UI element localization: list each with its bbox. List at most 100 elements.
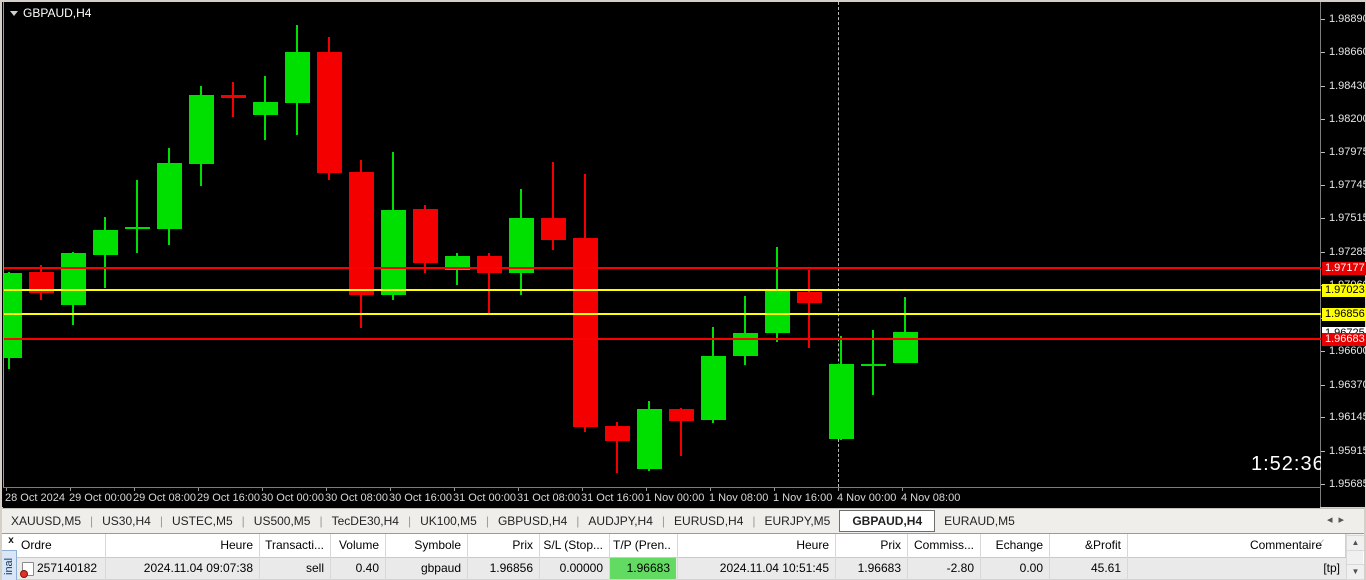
column-divider	[1127, 534, 1128, 580]
chart-tab-eurjpy-m5[interactable]: EURJPY,M5	[764, 514, 831, 528]
time-tick-label: 1 Nov 00:00	[645, 492, 705, 504]
chart-plot-area[interactable]: GBPAUD,H4 1:52:36	[3, 2, 1321, 487]
price-tick-mark	[1321, 351, 1325, 353]
column-header-4[interactable]: Symbole	[414, 538, 461, 552]
candle-wick	[872, 330, 874, 395]
chart-tab-us30-h4[interactable]: US30,H4	[102, 514, 151, 528]
column-header-ordre[interactable]: Ordre	[21, 538, 52, 552]
column-header-6[interactable]: S/L (Stop...	[543, 538, 603, 552]
chart-tab-tecde30-h4[interactable]: TecDE30,H4	[331, 514, 399, 528]
tab-separator: |	[90, 514, 94, 528]
price-axis: 1.98890 1.98660 1.98430 1.98200 1.97975 1.977…	[1320, 2, 1366, 507]
column-header-12[interactable]: &Profit	[1084, 538, 1121, 552]
time-axis: 28 Oct 2024 29 Oct 00:00 29 Oct 08:00 29 Oc…	[3, 487, 1320, 508]
column-header-11[interactable]: Echange	[995, 538, 1043, 552]
order-cell-4: gbpaud	[420, 561, 461, 575]
terminal-vertical-tab[interactable]: inal	[2, 550, 17, 580]
column-header-9[interactable]: Prix	[880, 538, 901, 552]
time-tick-label: 31 Oct 00:00	[453, 492, 516, 504]
price-tick-mark	[1321, 151, 1325, 153]
tab-separator: |	[241, 514, 245, 528]
scroll-up-icon[interactable]: ▲	[1346, 535, 1364, 551]
column-header-7[interactable]: T/P (Pren...	[613, 538, 671, 552]
horizontal-level-line[interactable]	[4, 288, 1321, 291]
order-cell-1: 2024.11.04 09:07:38	[143, 561, 253, 575]
level-price-label: 1.96856	[1322, 308, 1366, 322]
time-tick-label: 30 Oct 16:00	[389, 492, 452, 504]
tab-separator: |	[576, 514, 580, 528]
column-header-3[interactable]: Volume	[338, 538, 379, 552]
candle	[381, 210, 406, 295]
order-cell-3: 0.40	[355, 561, 379, 575]
sort-icon[interactable]: ⟋	[1317, 539, 1324, 550]
level-price-label: 1.96683	[1322, 333, 1366, 347]
price-tick-mark	[1321, 185, 1325, 187]
candle	[797, 292, 822, 304]
price-tick-label: 1.97975	[1329, 145, 1366, 158]
price-tick-mark	[1321, 19, 1325, 20]
candle-wick	[232, 82, 234, 118]
candle	[637, 408, 662, 469]
candle-wick	[680, 407, 682, 456]
chart-tab-audjpy-h4[interactable]: AUDJPY,H4	[588, 514, 653, 528]
order-row[interactable]	[17, 558, 1346, 579]
chart-tab-uk100-m5[interactable]: UK100,M5	[420, 514, 477, 528]
candle	[253, 102, 278, 116]
time-tick-mark	[582, 488, 583, 491]
price-tick-mark	[1321, 417, 1325, 419]
order-cell-5: 1.96856	[489, 561, 533, 575]
price-tick-label: 1.95915	[1329, 444, 1366, 457]
candle	[861, 364, 886, 367]
column-header-10[interactable]: Commiss...	[914, 538, 974, 552]
chart-tab-euraud-m5[interactable]: EURAUD,M5	[944, 514, 1015, 528]
chart-tab-gbpaud-h4[interactable]: GBPAUD,H4	[839, 510, 936, 532]
horizontal-level-line[interactable]	[4, 338, 1321, 341]
tab-scroll-arrows-icon[interactable]: ◂▸	[1326, 514, 1350, 526]
horizontal-level-line[interactable]	[4, 266, 1321, 269]
candle	[573, 238, 598, 427]
chart-tab-xauusd-m5[interactable]: XAUUSD,M5	[11, 514, 82, 528]
chart-window: GBPAUD,H4 1:52:36 1.98890 1.98660 1.98430 1…	[2, 2, 1366, 508]
order-cell-6: 0.00000	[559, 561, 603, 575]
candle-wick	[744, 295, 746, 366]
level-price-label: 1.97023	[1322, 283, 1366, 297]
column-header-5[interactable]: Prix	[512, 538, 533, 552]
candle	[893, 332, 918, 363]
column-header-8[interactable]: Heure	[796, 538, 829, 552]
time-tick-mark	[774, 488, 775, 491]
candle-wick	[616, 421, 618, 473]
time-tick-label: 4 Nov 00:00	[837, 492, 897, 504]
column-divider	[835, 534, 836, 580]
candle	[221, 95, 246, 99]
candle	[477, 256, 502, 274]
chart-tab-us500-m5[interactable]: US500,M5	[253, 514, 311, 528]
time-tick-label: 29 Oct 16:00	[197, 492, 260, 504]
tab-separator: |	[319, 514, 323, 528]
column-header-2[interactable]: Transacti...	[265, 538, 324, 552]
price-tick-mark	[1321, 484, 1325, 485]
terminal-scrollbar[interactable]: ▲ ▼	[1345, 534, 1364, 580]
price-tick-label: 1.98660	[1329, 46, 1366, 59]
candle	[349, 172, 374, 295]
column-divider	[539, 534, 540, 580]
candle	[4, 273, 22, 359]
time-tick-label: 28 Oct 2024	[5, 492, 65, 504]
column-header-1[interactable]: Heure	[220, 538, 253, 552]
terminal-close-button[interactable]: x	[8, 535, 14, 546]
chart-tab-eurusd-h4[interactable]: EURUSD,H4	[674, 514, 744, 528]
time-tick-mark	[134, 488, 135, 491]
order-cell-11: 0.00	[1019, 561, 1043, 575]
dropdown-triangle-icon[interactable]	[10, 10, 18, 16]
candle	[765, 291, 790, 333]
horizontal-level-line[interactable]	[4, 313, 1321, 316]
chart-tab-gbpusd-h4[interactable]: GBPUSD,H4	[497, 514, 568, 528]
chart-tab-ustec-m5[interactable]: USTEC,M5	[171, 514, 233, 528]
column-header-13[interactable]: Commentaire	[1249, 538, 1322, 552]
time-tick-label: 29 Oct 08:00	[133, 492, 196, 504]
column-divider	[609, 534, 610, 580]
time-tick-mark	[70, 488, 71, 491]
scroll-down-icon[interactable]: ▼	[1346, 564, 1364, 580]
candle-countdown-timer: 1:52:36	[1251, 453, 1321, 475]
terminal-vertical-tab-label: inal	[3, 557, 15, 575]
